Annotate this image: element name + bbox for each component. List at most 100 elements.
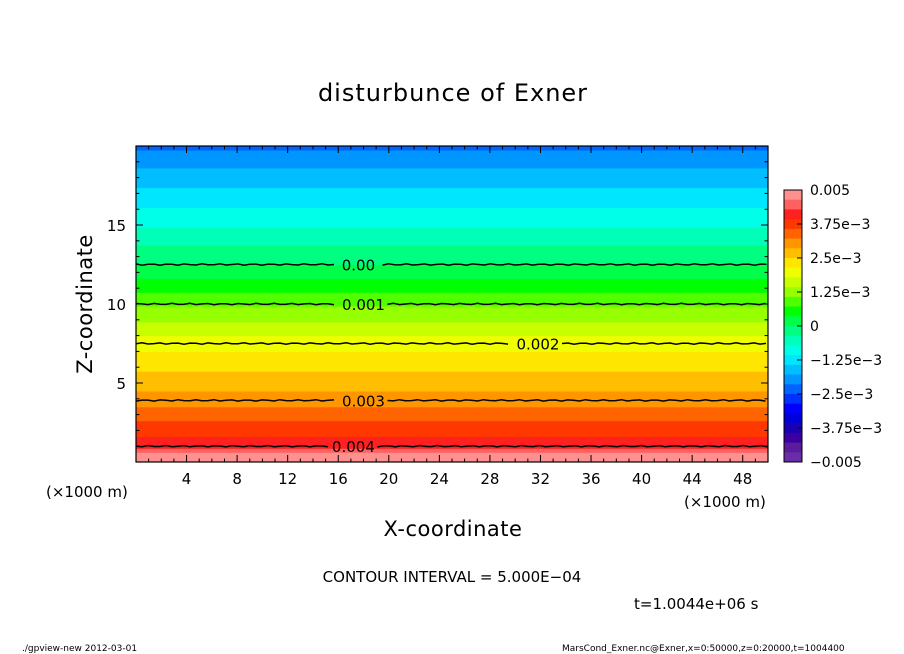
colorbar-swatch (784, 287, 802, 298)
x-tick-label: 12 (278, 470, 297, 488)
contour-label: 0.003 (342, 392, 385, 410)
field-band (136, 240, 768, 244)
colorbar-label: −1.25e−3 (810, 353, 882, 369)
field-band (136, 353, 768, 356)
colorbar-swatch (784, 228, 802, 240)
field-band (136, 400, 768, 404)
field-band (136, 195, 768, 198)
field-band (136, 402, 768, 406)
y-tick-label: 5 (116, 375, 126, 393)
field-band (136, 422, 768, 426)
contour-label: 0.002 (516, 336, 559, 354)
field-band (136, 155, 768, 159)
y-axis: 5 10 15 (107, 161, 768, 447)
field-band (136, 248, 768, 252)
field-band (136, 197, 768, 200)
field-band (136, 223, 768, 226)
contour-lines: 0.004 0.003 0.002 0.001 0.00 (136, 257, 768, 456)
field-band (136, 244, 768, 248)
field-band (136, 383, 768, 386)
contour-line (136, 444, 329, 448)
field-band (136, 381, 768, 384)
x-unit-left: (×1000 m) (46, 483, 128, 501)
field-band (136, 325, 768, 329)
colorbar-swatch (784, 258, 802, 269)
field-band (136, 187, 768, 191)
colorbar-swatch (784, 364, 802, 376)
colorbar-swatch (784, 306, 802, 317)
x-axis-title: X-coordinate (384, 517, 523, 541)
colorbar-label: 1.25e−3 (810, 285, 870, 301)
field-band (136, 377, 768, 380)
field-band (136, 452, 768, 455)
field-band (136, 284, 768, 287)
field-band (136, 319, 768, 323)
contour-line (377, 444, 768, 448)
contour-line (387, 302, 766, 306)
colorbar-swatch (784, 267, 802, 278)
field-band (136, 440, 768, 443)
field-band (136, 373, 768, 376)
colorbar-swatch (784, 190, 802, 201)
colorbar-label: 0.005 (810, 183, 850, 199)
field-band (136, 442, 768, 445)
field-band (136, 225, 768, 228)
field-band (136, 321, 768, 325)
contour-line (136, 263, 335, 266)
field-band (136, 157, 768, 161)
field-band (136, 315, 768, 319)
field-band (136, 209, 768, 212)
field-band (136, 337, 768, 341)
colorbar-swatch (784, 442, 802, 453)
colorbar-swatch (784, 452, 802, 463)
field-band (136, 276, 768, 279)
colorbar-label: −0.005 (810, 455, 862, 471)
field-band (136, 418, 768, 422)
colorbar-swatch (784, 296, 802, 308)
colorbar-swatch (784, 219, 802, 230)
field-band (136, 177, 768, 181)
field-band (136, 266, 768, 270)
x-tick-label: 48 (733, 470, 752, 488)
x-tick-label: 44 (683, 470, 702, 488)
contour-line (382, 263, 767, 266)
field-band (136, 384, 768, 388)
field-band (136, 414, 768, 418)
colorbar-swatch (784, 403, 802, 414)
field-band (136, 191, 768, 194)
colorbar-label: 3.75e−3 (810, 217, 870, 233)
field-band (136, 217, 768, 220)
chart-title: disturbunce of Exner (318, 79, 588, 107)
field-band (136, 430, 768, 433)
x-tick-label: 28 (480, 470, 499, 488)
field-band (136, 193, 768, 196)
field-band (136, 349, 768, 352)
field-band (136, 274, 768, 277)
field-band (136, 230, 768, 234)
field-band (136, 432, 768, 435)
field-band (136, 329, 768, 333)
field-band (136, 454, 768, 457)
colorbar-swatch (784, 199, 802, 210)
field-band (136, 252, 768, 256)
field-band (136, 256, 768, 260)
field-band (136, 363, 768, 366)
colorbar-swatch (784, 238, 802, 249)
colorbar-swatch (784, 326, 802, 337)
field-band (136, 420, 768, 424)
field-band (136, 282, 768, 285)
field-band (136, 173, 768, 177)
field-band (136, 331, 768, 335)
field-band (136, 410, 768, 414)
field-band (136, 450, 768, 453)
field-band (136, 296, 768, 299)
x-tick-label: 24 (430, 470, 449, 488)
field-band (136, 207, 768, 210)
field-band (136, 365, 768, 368)
field-band (136, 205, 768, 208)
field-band (136, 199, 768, 202)
field-band (136, 236, 768, 240)
colorbar-swatch (784, 432, 802, 444)
field-band (136, 375, 768, 378)
